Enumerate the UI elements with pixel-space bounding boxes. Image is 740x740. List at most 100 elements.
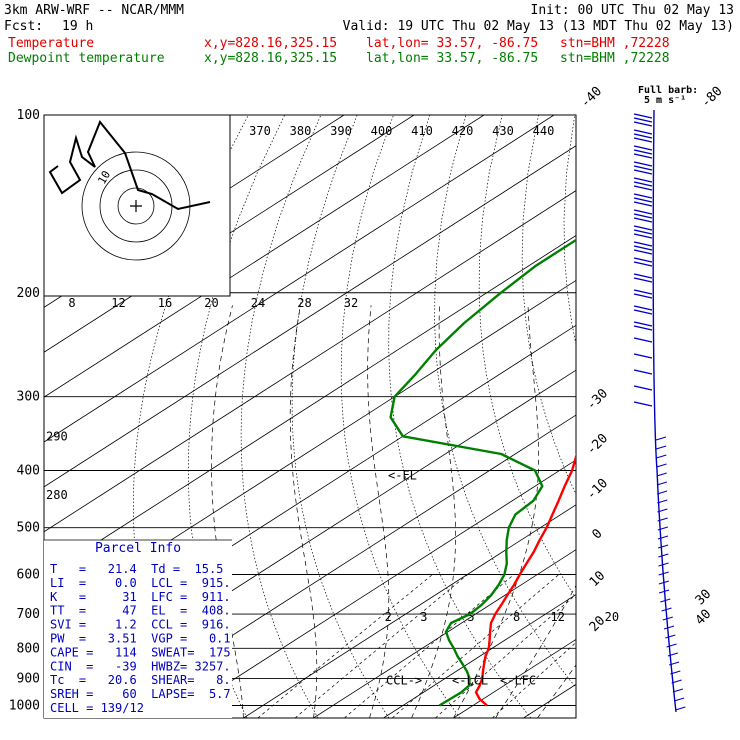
wind-barb: [633, 113, 653, 119]
parcel-info-row: TT = 47 EL = 408.: [50, 604, 231, 618]
wind-barb: [633, 241, 653, 247]
valid-time: Valid: 19 UTC Thu 02 May 13 (13 MDT Thu …: [342, 19, 734, 34]
wind-barb: [656, 454, 667, 459]
wind-barb: [656, 445, 667, 450]
parcel-info-row: CAPE = 114 SWEAT= 175: [50, 645, 231, 659]
temperature-tick-label: 10: [587, 568, 609, 590]
wind-barb: [667, 652, 678, 657]
moist-adiabat-line: [211, 305, 244, 718]
theta-e-label: 440: [533, 124, 555, 138]
wind-barb: [662, 616, 673, 621]
hodograph-ring: [117, 187, 155, 225]
moist-adiabat-line: [289, 305, 318, 718]
el-annotation: <-EL: [388, 469, 417, 483]
wind-barb: [633, 213, 653, 219]
wind-barb: [633, 181, 653, 187]
dry-adiabat-line: [521, 115, 576, 495]
wind-barb: [633, 257, 653, 263]
theta-e-label: 370: [249, 124, 271, 138]
parcel-info-row: CIN = -39 HWBZ= 3257.: [50, 659, 231, 673]
wind-barb: [672, 688, 684, 693]
wind-barb: [675, 706, 686, 711]
parcel-info-row: SVI = 1.2 CCL = 916.: [50, 618, 231, 632]
temperature-tick-label: -40: [578, 84, 605, 111]
hodograph-speed-label: 28: [297, 296, 311, 310]
lcl-annotation: <-LCL: [452, 674, 488, 688]
moist-adiabat-line: [495, 584, 576, 718]
dry-adiabat-line: [291, 115, 390, 718]
wind-barb: [633, 193, 653, 199]
isotherm-line: [44, 115, 415, 353]
parcel-info-row: SREH = 60 LAPSE= 5.7: [50, 687, 231, 701]
dry-adiabat-line: [240, 115, 322, 718]
theta-e-label: 410: [411, 124, 433, 138]
isotherm-line: [594, 115, 740, 718]
dewpoint-legend-station: stn=BHM ,72228: [560, 51, 670, 66]
parcel-info-row: PW = 3.51 VGP = 0.1: [50, 632, 231, 646]
mixing-ratio-line: [294, 574, 468, 718]
temperature-legend-latlon: lat,lon= 33.57, -86.75: [366, 36, 539, 51]
mixing-ratio-line: [257, 574, 433, 718]
temperature-tick-label: 0: [589, 526, 605, 542]
wind-barb: [633, 337, 653, 343]
dewpoint-profile-line: [389, 238, 576, 707]
wind-barb: [633, 137, 653, 143]
wind-barb: [670, 670, 681, 675]
wind-barb: [633, 261, 653, 267]
forecast-label: Fcst:: [4, 19, 44, 34]
wind-barb: [633, 177, 653, 183]
theta-e-label: 420: [452, 124, 474, 138]
ccl-annotation: CCL->: [386, 674, 422, 688]
wind-barb: [673, 697, 685, 702]
hodograph-speed-label: 20: [204, 296, 218, 310]
mixing-ratio-label: 5: [467, 610, 474, 624]
parcel-info-row: T = 21.4 Td = 15.5: [50, 562, 223, 576]
parcel-info-row: CELL = 139/12: [50, 701, 144, 715]
hodograph-speed-label: 12: [111, 296, 125, 310]
dry-adiabat-line: [720, 115, 740, 718]
forecast-hour: 19 h: [62, 19, 94, 34]
mixing-ratio-line: [344, 574, 515, 718]
wind-barb: [656, 463, 667, 468]
wind-barb: [633, 229, 653, 235]
wind-barb: [658, 553, 669, 558]
pressure-tick-label: 100: [17, 108, 40, 123]
wind-barb: [668, 661, 680, 666]
wind-barb: [658, 562, 669, 567]
wind-barb: [660, 598, 671, 603]
theta-label: 290: [46, 429, 68, 443]
wind-barb: [658, 589, 670, 594]
temperature-legend-xy: x,y=828.16,325.15: [204, 36, 338, 51]
isotherm-line: [44, 235, 576, 578]
parcel-info-row: LI = 0.0 LCL = 915.: [50, 576, 231, 590]
temperature-tick-label: 30: [693, 587, 715, 609]
wind-barb: [658, 571, 669, 576]
isotherm-line: [44, 115, 485, 398]
wind-barb-staff: [652, 109, 677, 713]
hodograph-trace: [48, 120, 211, 211]
wind-barb: [633, 309, 653, 315]
dry-adiabat-line: [340, 115, 461, 718]
isotherm-line: [44, 145, 576, 488]
wind-barb: [633, 165, 653, 171]
dry-adiabat-line: [644, 115, 740, 718]
pressure-tick-label: 800: [17, 641, 40, 656]
parcel-info-title: Parcel Info: [95, 541, 181, 556]
wind-barb: [633, 353, 653, 359]
dry-adiabat-line: [388, 115, 532, 718]
theta-e-label: 390: [330, 124, 352, 138]
wind-barb: [633, 209, 653, 215]
wind-barb: [657, 535, 669, 540]
wind-barb: [656, 472, 667, 477]
wind-barb: [633, 233, 653, 239]
wind-barb: [633, 133, 653, 139]
theta-e-label: 380: [290, 124, 312, 138]
temperature-legend-station: stn=BHM ,72228: [560, 36, 670, 51]
wind-barb: [665, 634, 676, 639]
mixing-ratio-label: 8: [513, 610, 520, 624]
parcel-info-panel: [44, 540, 232, 718]
moist-adiabat-line: [453, 305, 539, 718]
dry-adiabat-line: [478, 115, 576, 599]
hodograph-speed-label: 32: [344, 296, 358, 310]
